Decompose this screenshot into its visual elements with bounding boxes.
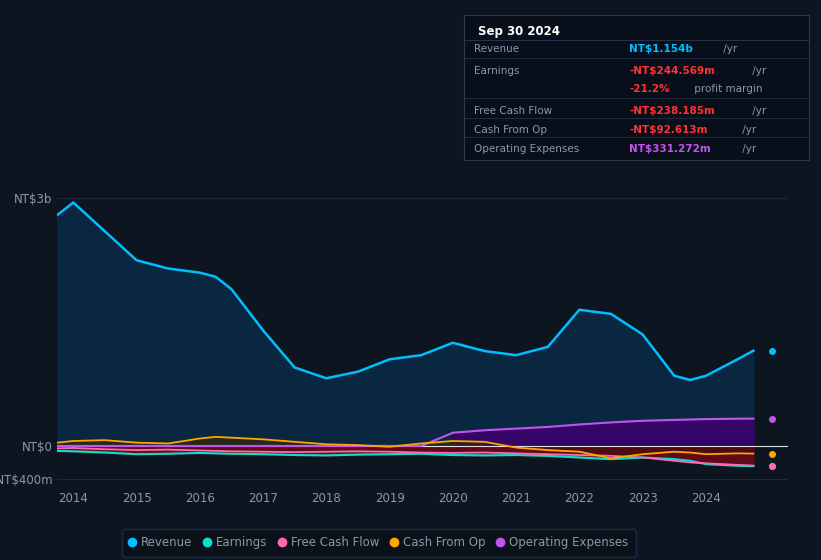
Text: Cash From Op: Cash From Op [475, 125, 548, 135]
Text: Revenue: Revenue [475, 44, 520, 54]
Text: -NT$238.185m: -NT$238.185m [630, 106, 715, 116]
Text: -NT$92.613m: -NT$92.613m [630, 125, 708, 135]
Legend: Revenue, Earnings, Free Cash Flow, Cash From Op, Operating Expenses: Revenue, Earnings, Free Cash Flow, Cash … [122, 529, 635, 557]
Text: NT$331.272m: NT$331.272m [630, 144, 711, 153]
Text: /yr: /yr [739, 144, 756, 153]
Text: /yr: /yr [720, 44, 737, 54]
Text: -21.2%: -21.2% [630, 85, 670, 95]
Text: Operating Expenses: Operating Expenses [475, 144, 580, 153]
Text: Sep 30 2024: Sep 30 2024 [478, 25, 560, 38]
Text: Earnings: Earnings [475, 66, 520, 76]
Text: -NT$244.569m: -NT$244.569m [630, 66, 715, 76]
Text: /yr: /yr [749, 66, 766, 76]
Text: /yr: /yr [749, 106, 766, 116]
Text: NT$1.154b: NT$1.154b [630, 44, 693, 54]
Text: /yr: /yr [739, 125, 756, 135]
Text: profit margin: profit margin [690, 85, 762, 95]
Text: Free Cash Flow: Free Cash Flow [475, 106, 553, 116]
